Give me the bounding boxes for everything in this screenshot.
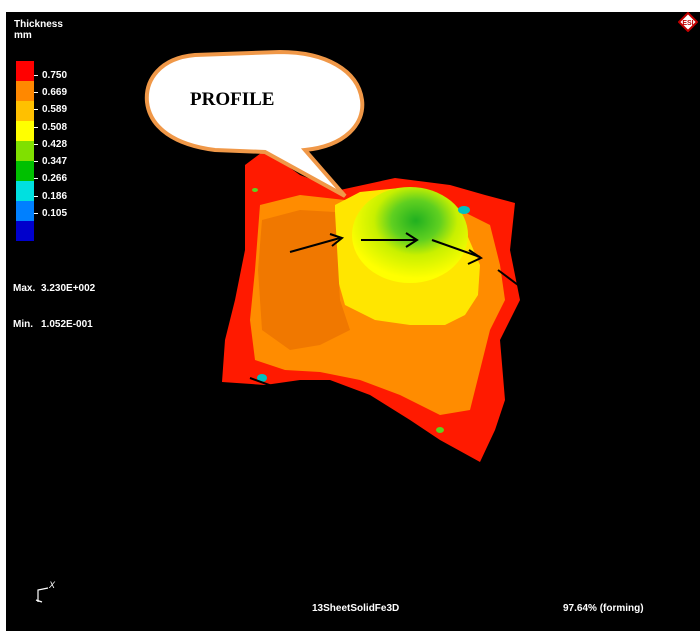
color-band — [16, 141, 34, 161]
esi-logo: ESI — [678, 12, 698, 32]
color-band — [16, 61, 34, 81]
axis-x-label: X — [48, 580, 56, 590]
min-value: 1.052E-001 — [41, 319, 93, 330]
model-name: 13SheetSolidFe3D — [312, 603, 400, 614]
max-value: 3.230E+002 — [41, 283, 96, 294]
scale-tick: 0.508 — [34, 122, 67, 134]
min-label: Min. — [13, 319, 33, 330]
scale-tick: 0.750 — [34, 70, 67, 82]
simulation-progress: 97.64% (forming) — [563, 603, 644, 614]
color-scale-bar — [16, 61, 34, 241]
legend-title-unit: mm — [14, 30, 32, 41]
max-min-readout: Max. 3.230E+002 Min. 1.052E-001 — [13, 259, 95, 355]
scale-tick: 0.589 — [34, 104, 67, 116]
scale-tick: 0.428 — [34, 139, 67, 151]
color-band — [16, 201, 34, 221]
legend-title: Thickness mm — [14, 19, 63, 41]
scale-tick: 0.105 — [34, 208, 67, 220]
legend-title-quantity: Thickness — [14, 19, 63, 30]
scale-tick: 0.266 — [34, 173, 67, 185]
color-band — [16, 221, 34, 241]
color-band — [16, 81, 34, 101]
scale-tick: 0.347 — [34, 156, 67, 168]
color-band — [16, 121, 34, 141]
scale-tick: 0.186 — [34, 191, 67, 203]
color-band — [16, 161, 34, 181]
color-band — [16, 101, 34, 121]
logo-text: ESI — [682, 20, 693, 27]
axis-triad: X — [35, 580, 56, 603]
color-band — [16, 181, 34, 201]
3d-viewport[interactable]: Thickness mm 0.750 0.669 0.589 0.508 0.4… — [6, 12, 700, 631]
scale-tick: 0.669 — [34, 87, 67, 99]
profile-callout-text: PROFILE — [190, 89, 275, 110]
max-label: Max. — [13, 283, 36, 294]
